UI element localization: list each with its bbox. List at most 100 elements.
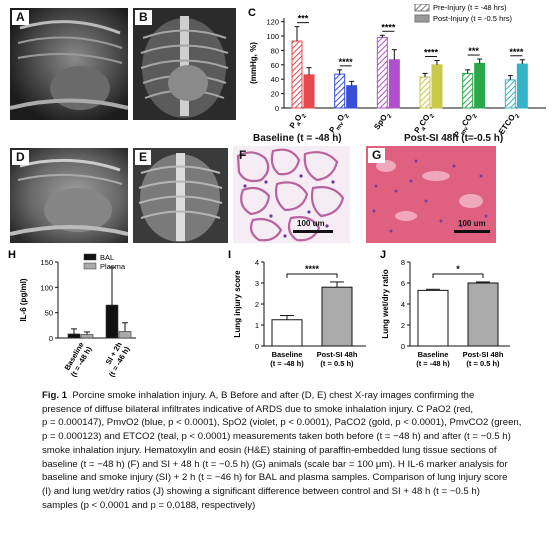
bar-post-ETCO2 (516, 63, 528, 109)
y-tick-label: 100 (266, 32, 279, 41)
bar-pre-PmvCO2 (462, 72, 474, 109)
panel-label-g: G (368, 148, 386, 163)
panel-label-b: B (135, 10, 152, 25)
legend-swatch-post (414, 14, 430, 23)
y-tick-label: 20 (271, 90, 279, 99)
caption-line: Fig. 1 Porcine smoke inhalation injury. … (42, 389, 542, 403)
category-label-PaO2: PaO2 (288, 109, 309, 131)
legend-swatch-plasma (83, 262, 97, 270)
significance-stars: **** (381, 22, 396, 32)
caption-line-8: samples (p < 0.0001 and p = 0.0188, resp… (42, 499, 256, 511)
xray-d-drawing (10, 148, 128, 243)
bar-1 (321, 286, 353, 347)
y-tick-label: 50 (45, 309, 53, 318)
y-tick-label: 6 (401, 279, 405, 288)
legend-label-post: Post-Injury (t = -0.5 hrs) (433, 14, 512, 23)
y-tick-label: 8 (401, 258, 405, 267)
caption-line-0: Porcine smoke inhalation injury. A, B Be… (72, 390, 475, 401)
category-label-SpO2: SpO2 (372, 109, 394, 133)
bar-pre-ETCO2 (504, 79, 516, 109)
chart-i: I 0 1 2 3 4 Lung injury score Baseline (t = -48 … (226, 246, 376, 384)
y-tick-label: 40 (271, 75, 279, 84)
bar-post-PmvO2 (346, 85, 358, 109)
legend-label-bal: BAL (100, 253, 114, 262)
y-tick-label: 0 (275, 104, 279, 113)
legend-label-pre: Pre-Injury (t = -48 hrs) (433, 4, 507, 12)
category-label-0: Baseline(t = -48 h) (61, 340, 94, 378)
y-tick-label: 60 (271, 61, 279, 70)
legend-label-plasma: Plasma (100, 262, 126, 271)
panel-label-h: H (8, 249, 16, 261)
category-label-1: Post-SI 48h (t = 0.5 h) (463, 350, 504, 368)
bar-bal-0 (67, 333, 81, 339)
caption-fig-label: Fig. 1 (42, 390, 68, 401)
y-axis-label: Lung wet/dry ratio (381, 269, 390, 338)
y-tick-label: 120 (266, 18, 279, 27)
caption-line-4: smoke inhalation injury. Hematoxylin and… (42, 444, 497, 456)
chart-j-svg: J 0 2 4 6 8 Lung wet/dry ratio Baseline (t = -48… (380, 249, 510, 368)
histology-f-image: F 100 um (233, 146, 350, 243)
xray-b-image: B (133, 8, 236, 120)
xray-d-image: D (10, 148, 128, 243)
y-tick-label: 100 (40, 283, 53, 292)
bar-plasma-0 (80, 334, 94, 339)
caption-line-5: baseline (t = −48 h) (F) and SI + 48 h (… (42, 458, 508, 470)
chart-c: C 0 20 40 60 80 100 120 (mmHg, %) *** PaO2 **** PmvO… (240, 3, 552, 140)
y-tick-label: 0 (255, 342, 259, 351)
category-label-1: SI + 2h(t = -46 h) (99, 340, 132, 378)
caption-line-7: (I) and lung wet/dry ratios (J) showing … (42, 485, 480, 497)
y-axis-label: IL-6 (pg/ml) (19, 278, 28, 321)
panel-label-f: F (239, 148, 247, 162)
y-tick-label: 0 (401, 342, 405, 351)
bar-bal-1 (105, 304, 119, 339)
bar-pre-PaCO2 (419, 76, 431, 109)
xray-b-drawing (133, 8, 236, 120)
chart-j: J 0 2 4 6 8 Lung wet/dry ratio Baseline (t = -48… (378, 246, 538, 384)
y-tick-label: 0 (49, 334, 53, 343)
bar-1 (467, 282, 499, 347)
bar-post-PmvCO2 (474, 62, 486, 109)
bar-post-PaO2 (303, 74, 315, 109)
significance-stars: * (456, 264, 460, 274)
significance-stars: *** (298, 14, 309, 24)
significance-stars: **** (339, 57, 354, 67)
panel-label-j: J (380, 249, 386, 261)
significance-stars: *** (468, 46, 479, 56)
caption-line-6: baseline and smoke injury (SI) + 2 h (t … (42, 472, 508, 484)
chart-i-svg: I 0 1 2 3 4 Lung injury score Baseline (t = -48 … (228, 249, 366, 368)
histology-f-drawing (233, 146, 350, 243)
category-label-PmvO2: PmvO2 (327, 109, 351, 136)
y-tick-label: 3 (255, 279, 259, 288)
y-axis-label: (mmHg, %) (249, 42, 258, 84)
bar-post-SpO2 (388, 59, 400, 109)
y-tick-label: 2 (255, 300, 259, 309)
chart-h-svg: H 0 50 100 150 IL-6 (pg/ml) Baseline(t = -48 h… (8, 249, 136, 379)
figure-caption: Fig. 1 Porcine smoke inhalation injury. … (42, 389, 542, 512)
panel-label-i: I (228, 249, 231, 261)
significance-stars: **** (509, 47, 524, 57)
scale-bar-g-label: 100 um (458, 219, 486, 228)
panel-label-e: E (135, 150, 152, 165)
histology-postsi-title: Post-SI 48h (t=-0.5 h) (404, 133, 504, 144)
panel-label-a: A (12, 10, 29, 25)
significance-bracket (286, 273, 338, 278)
xray-e-image: E (133, 148, 228, 243)
scale-bar-f-label: 100 um (297, 219, 325, 228)
y-tick-label: 4 (255, 258, 259, 267)
category-label-1: Post-SI 48h (t = 0.5 h) (317, 350, 358, 368)
bar-pre-PmvO2 (334, 73, 346, 109)
y-tick-label: 150 (40, 258, 53, 267)
significance-bracket (432, 273, 484, 278)
category-label-0: Baseline(t = -48 h) (416, 350, 450, 368)
chart-c-svg: C 0 20 40 60 80 100 120 (mmHg, %) *** PaO2 **** PmvO… (248, 3, 546, 139)
y-tick-label: 80 (271, 46, 279, 55)
significance-stars: **** (424, 47, 439, 57)
legend-swatch-bal (83, 253, 97, 261)
caption-line-1: presence of diffuse bilateral infiltrate… (42, 403, 474, 415)
bar-pre-PaO2 (291, 40, 303, 109)
bar-post-PaCO2 (431, 64, 443, 109)
significance-stars: **** (305, 264, 320, 274)
legend-swatch-pre (414, 3, 430, 12)
histology-g-drawing (366, 146, 496, 243)
bar-plasma-1 (118, 331, 132, 339)
